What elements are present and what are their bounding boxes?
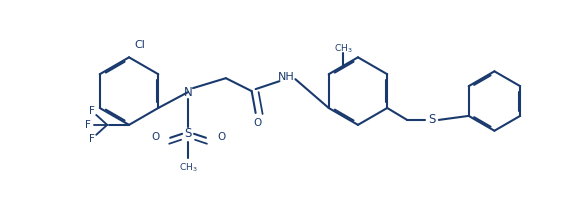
Text: F: F bbox=[89, 106, 95, 116]
Text: O: O bbox=[253, 118, 262, 128]
Text: O: O bbox=[151, 132, 159, 142]
Text: N: N bbox=[183, 86, 193, 99]
Text: CH$_3$: CH$_3$ bbox=[179, 161, 198, 174]
Text: NH: NH bbox=[278, 72, 295, 82]
Text: Cl: Cl bbox=[134, 40, 145, 50]
Text: F: F bbox=[85, 120, 91, 130]
Text: F: F bbox=[89, 134, 95, 144]
Text: S: S bbox=[428, 113, 436, 126]
Text: O: O bbox=[217, 132, 225, 142]
Text: S: S bbox=[185, 127, 192, 140]
Text: CH$_3$: CH$_3$ bbox=[334, 43, 353, 55]
